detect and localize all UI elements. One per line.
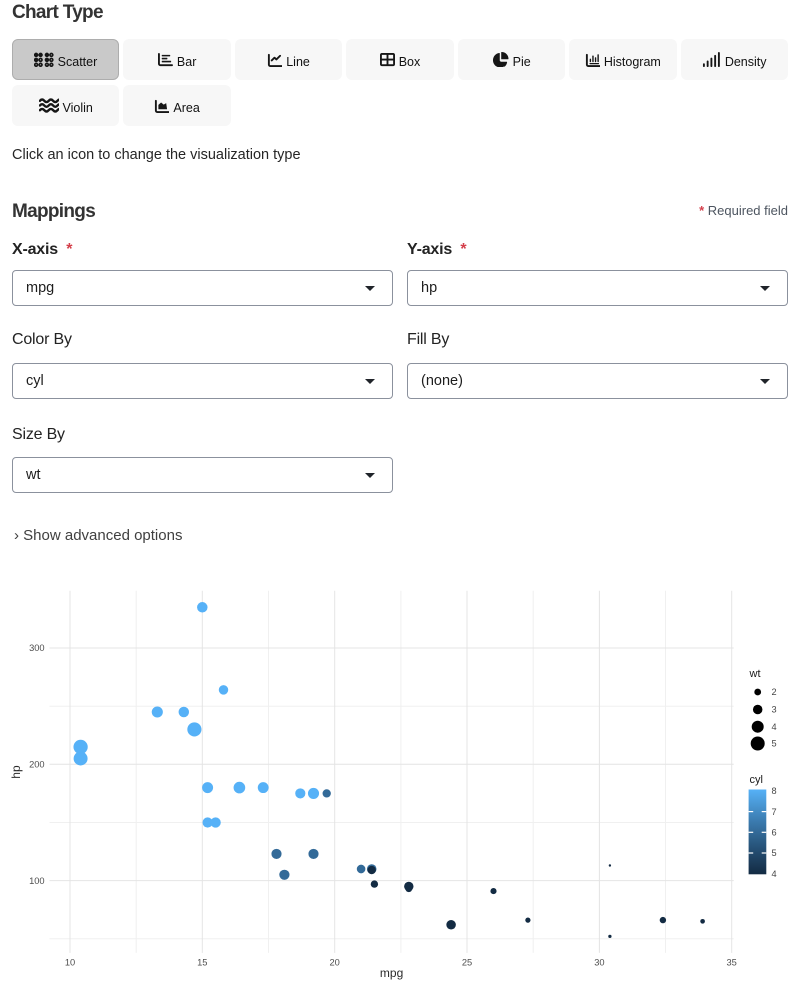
svg-text:4: 4 <box>772 869 777 879</box>
svg-text:cyl: cyl <box>750 774 763 786</box>
svg-text:hp: hp <box>9 765 23 779</box>
svg-text:200: 200 <box>29 760 45 770</box>
svg-text:2: 2 <box>772 687 777 697</box>
svg-text:300: 300 <box>29 643 45 653</box>
svg-text:wt: wt <box>749 668 761 680</box>
svg-text:5: 5 <box>772 739 777 749</box>
svg-text:4: 4 <box>772 722 777 732</box>
svg-text:100: 100 <box>29 876 45 886</box>
svg-text:8: 8 <box>772 786 777 796</box>
svg-text:3: 3 <box>772 705 777 715</box>
svg-text:20: 20 <box>330 958 340 968</box>
svg-text:15: 15 <box>197 958 207 968</box>
svg-text:10: 10 <box>65 958 75 968</box>
svg-text:35: 35 <box>727 958 737 968</box>
svg-text:7: 7 <box>772 807 777 817</box>
svg-text:mpg: mpg <box>380 966 403 980</box>
svg-text:25: 25 <box>462 958 472 968</box>
svg-text:5: 5 <box>772 848 777 858</box>
svg-text:6: 6 <box>772 828 777 838</box>
svg-text:30: 30 <box>594 958 604 968</box>
